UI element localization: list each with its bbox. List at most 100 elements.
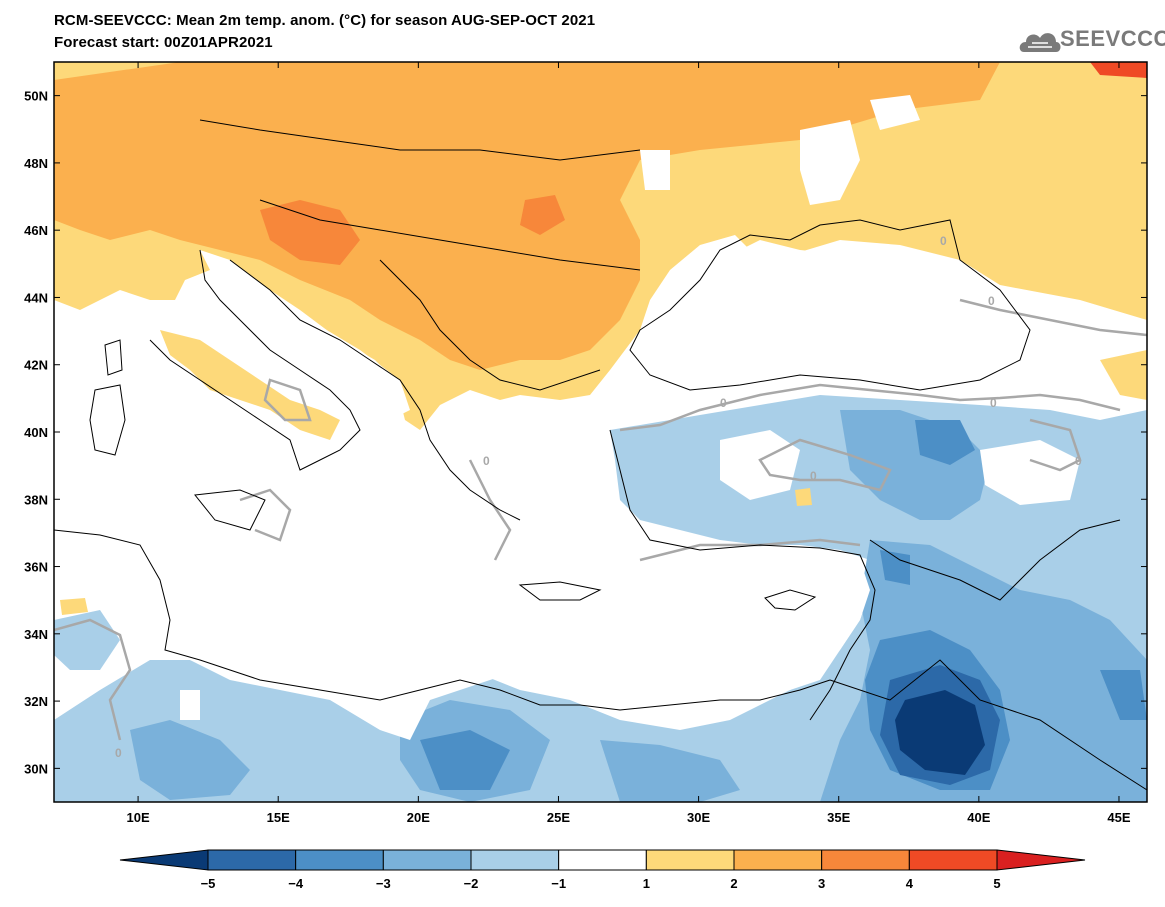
zero-contour-blacksea xyxy=(959,298,1147,337)
colorbar-segment xyxy=(733,849,823,871)
warm-region-africa xyxy=(60,598,88,615)
lat-tick-label: 46N xyxy=(24,223,48,238)
zero-contour-loop xyxy=(758,438,892,492)
colorbar-label: 4 xyxy=(906,876,914,891)
colorbar-label: −4 xyxy=(288,876,304,891)
seevccc-logo-text: SEEVCCC xyxy=(1060,26,1165,51)
lat-tick-label: 48N xyxy=(24,156,48,171)
zero-contour-east xyxy=(1029,418,1082,472)
contour-label: 0 xyxy=(988,294,995,308)
forecast-start-subtitle: Forecast start: 00Z01APR2021 xyxy=(54,34,273,51)
black-sea xyxy=(635,240,1030,395)
warm-patch-turkey xyxy=(795,488,812,506)
colorbar-label: −5 xyxy=(201,876,216,891)
coast-cyprus xyxy=(764,589,817,611)
lat-tick-label: 44N xyxy=(24,290,48,305)
zero-contour-turkey xyxy=(619,383,1121,432)
cool-region-2e xyxy=(600,740,740,802)
contour-label: 0 xyxy=(1075,454,1082,468)
neutral-patch-ukraine xyxy=(800,120,860,205)
lat-tick-label: 30N xyxy=(24,761,48,776)
neutral-patch-1 xyxy=(870,95,920,130)
colorbar-segment xyxy=(382,849,472,871)
cool-region-3d xyxy=(420,730,510,790)
warm-region-turkey-east xyxy=(1100,350,1147,400)
border-1 xyxy=(199,119,641,161)
contour-label: 0 xyxy=(810,469,817,483)
coast-turkey-south xyxy=(609,429,876,721)
contour-labels: 0 0 0 0 0 0 0 0 xyxy=(115,234,1082,760)
colorbar-segment xyxy=(295,849,384,871)
cloud-icon xyxy=(1019,33,1061,52)
colorbar-label: 3 xyxy=(818,876,825,891)
lon-tick-label: 40E xyxy=(967,810,990,825)
colorbar-label: 2 xyxy=(730,876,737,891)
zero-contour-africa xyxy=(54,618,132,741)
border-3 xyxy=(379,259,601,391)
lat-tick-label: 34N xyxy=(24,627,48,642)
colorbar-segment xyxy=(470,849,560,871)
colorbar: −5 −4 −3 −2 −1 1 2 3 4 5 xyxy=(119,849,1086,891)
warm-region-italy xyxy=(160,330,340,440)
lon-tick-label: 10E xyxy=(127,810,150,825)
lon-tick-label: 30E xyxy=(687,810,710,825)
zero-contour-greece xyxy=(468,459,512,561)
lat-tick-label: 32N xyxy=(24,694,48,709)
lon-tick-label: 15E xyxy=(267,810,290,825)
coast-crete xyxy=(518,581,602,601)
coast-sardinia xyxy=(89,384,126,456)
colorbar-segment xyxy=(821,849,910,871)
coastlines xyxy=(54,119,1147,791)
contour-label: 0 xyxy=(483,454,490,468)
lat-tick-label: 40N xyxy=(24,425,48,440)
warm-region-2b xyxy=(54,110,120,170)
contour-label: 0 xyxy=(115,746,122,760)
colorbar-label: 5 xyxy=(993,876,1000,891)
lon-tick-label: 45E xyxy=(1107,810,1130,825)
lon-tick-label: 35E xyxy=(827,810,850,825)
lat-tick-label: 36N xyxy=(24,560,48,575)
anomaly-fill-layer xyxy=(54,62,1147,802)
coast-italy xyxy=(149,249,361,471)
coast-sicily xyxy=(194,489,266,531)
coast-balkans xyxy=(229,259,521,521)
colorbar-segment xyxy=(645,849,735,871)
mediterranean-sea xyxy=(150,420,870,740)
warm-region-3b xyxy=(520,195,565,235)
warm-region-4 xyxy=(1090,62,1147,78)
colorbar-segment xyxy=(558,849,647,871)
colorbar-segment xyxy=(119,849,209,871)
neutral-patch-4 xyxy=(980,440,1080,505)
neutral-patch-2 xyxy=(640,150,670,190)
contour-label: 0 xyxy=(720,396,727,410)
neutral-patch-5 xyxy=(180,690,200,720)
border-4 xyxy=(869,519,1121,601)
border-5 xyxy=(829,659,1147,791)
lon-tick-label: 20E xyxy=(407,810,430,825)
colorbar-label: 1 xyxy=(643,876,650,891)
colorbar-label: −2 xyxy=(464,876,479,891)
colorbar-segment xyxy=(207,849,297,871)
adriatic-sea xyxy=(200,250,410,420)
colorbar-segment xyxy=(996,849,1086,871)
cool-region-2d xyxy=(130,720,250,800)
longitude-axis: 10E 15E 20E 25E 30E 35E 40E 45E xyxy=(127,62,1131,825)
coast-corsica xyxy=(104,339,123,376)
colorbar-label: −3 xyxy=(376,876,391,891)
coast-africa xyxy=(54,529,831,711)
neutral-patch-3 xyxy=(720,430,800,500)
colorbar-label: −1 xyxy=(551,876,566,891)
cool-region-3c xyxy=(1100,670,1147,720)
border-2 xyxy=(259,199,641,271)
zero-contour-sicily xyxy=(239,488,292,542)
lat-tick-label: 50N xyxy=(24,89,48,104)
cool-region-3e xyxy=(880,550,910,585)
lat-tick-label: 42N xyxy=(24,358,48,373)
lon-tick-label: 25E xyxy=(547,810,570,825)
zero-contour-italy xyxy=(263,378,312,422)
map-title: RCM-SEEVCCC: Mean 2m temp. anom. (°C) fo… xyxy=(54,12,596,29)
contour-label: 0 xyxy=(990,396,997,410)
latitude-axis: 50N 48N 46N 44N 42N 40N 38N 36N 34N 32N 30N xyxy=(24,89,1147,776)
contour-label: 0 xyxy=(940,234,947,248)
